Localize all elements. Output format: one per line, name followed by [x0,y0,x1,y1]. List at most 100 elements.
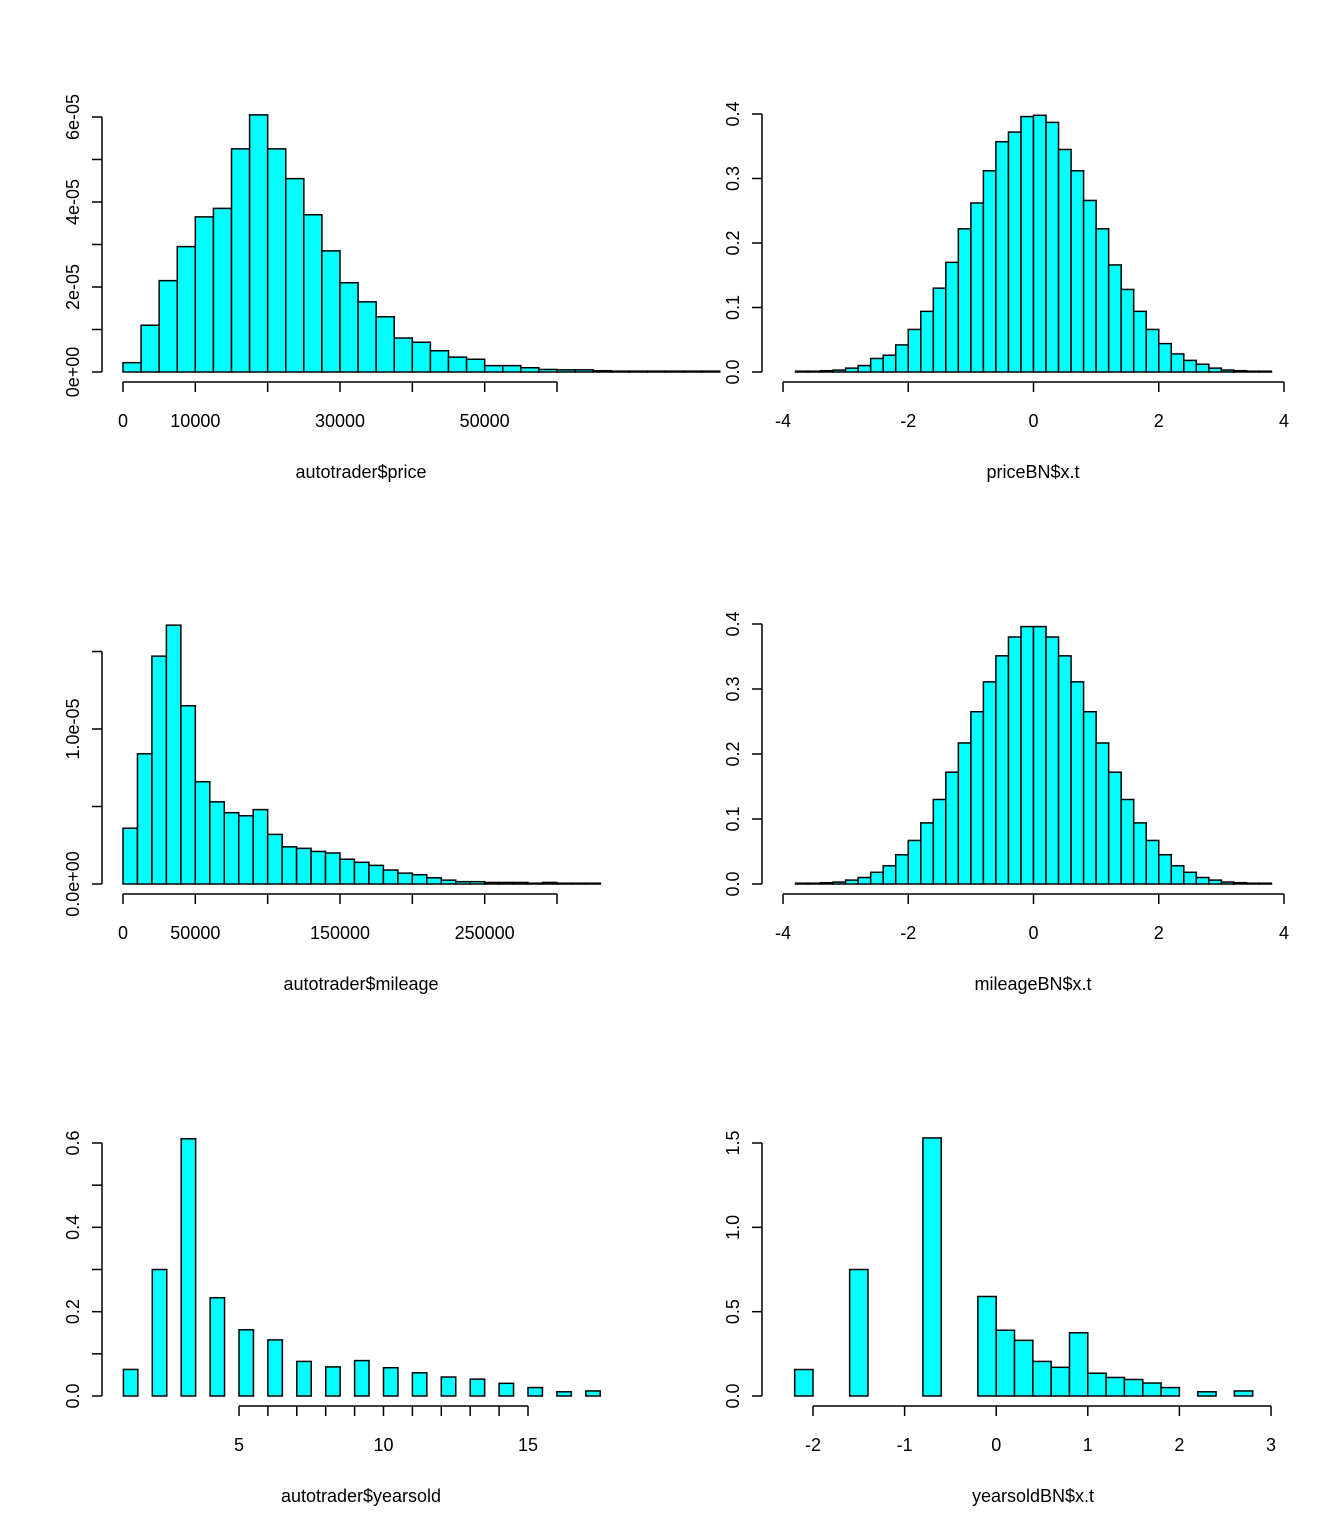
histogram-bar [297,848,311,884]
histogram-bar [921,311,934,372]
histogram-bar [394,338,412,372]
histogram-bar [611,371,629,372]
histogram-bar [485,882,499,884]
histogram-bar [846,880,859,884]
histogram-bar [1121,800,1134,885]
histogram-bar [858,878,871,885]
histogram-bar [354,862,368,884]
histogram-bar [152,656,166,884]
histogram-bar [250,115,268,372]
histogram-bar [369,865,383,884]
x-tick-label: 2 [1154,411,1164,431]
y-tick-label: 0.0 [723,359,743,384]
histogram-bar [571,883,585,884]
histogram-bar [933,800,946,885]
y-tick-label: 2e-05 [63,264,83,310]
histogram-bar [821,883,834,884]
histogram-bar [1059,149,1072,372]
histogram-bar [224,813,238,884]
x-tick-label: 250000 [455,923,515,943]
histogram-bar [449,357,467,372]
histogram-bar [629,371,647,372]
y-tick-label: 0.2 [63,1299,83,1324]
x-tick-label: 0 [118,411,128,431]
x-tick-label: 10000 [170,411,220,431]
histogram-bar [1259,371,1272,372]
histogram-panel-4: -4 -2 0 2 4 mileageBN$x.t 0.0 0.1 0.2 0.3 0.4 [723,611,1289,994]
histogram-bar [1221,882,1234,884]
histogram-bar [1146,840,1159,884]
histogram-bar [470,1379,484,1396]
histogram-bar [871,872,884,884]
histogram-bar [1171,354,1184,372]
y-tick-label: 0e+00 [63,347,83,398]
histogram-bar [1196,878,1209,885]
histogram-bar [514,882,528,884]
histogram-panel-5: 5 10 15 autotrader$yearsold 0.0 0.2 0.4 0.6 [63,1130,600,1506]
histogram-bar [398,873,412,884]
histogram-bar [412,1373,426,1396]
histogram-bar [1069,1333,1087,1396]
x-tick-label: 5 [234,1435,244,1455]
histogram-bar [1084,712,1097,884]
histogram-bar [1134,311,1147,372]
histogram-bar [833,882,846,884]
histogram-bar [1034,627,1047,884]
histogram-bar [1198,1392,1216,1396]
x-axis-title: autotrader$mileage [283,974,438,994]
histogram-bar [1259,883,1272,884]
histogram-bar [666,371,684,372]
y-tick-label: 0.0 [723,871,743,896]
x-axis-title: priceBN$x.t [986,462,1079,482]
histogram-bar [528,1388,542,1396]
y-tick-label: 0.4 [723,611,743,636]
y-tick-label: 0.3 [723,166,743,191]
histogram-bar [499,882,513,884]
histogram-bar [1184,872,1197,884]
histogram-bar [485,366,503,372]
histogram-bar [946,262,959,372]
histogram-bar [412,875,426,884]
y-tick-label: 6e-05 [63,94,83,140]
x-tick-label: -2 [805,1435,821,1455]
histogram-bar [958,743,971,884]
y-tick-label: 4e-05 [63,179,83,225]
x-tick-label: 0 [118,923,128,943]
histogram-bar [441,1377,455,1396]
histogram-bar [137,754,151,884]
histogram-bar [322,251,340,372]
histogram-bar [996,656,1009,884]
histogram-bar [833,370,846,372]
histogram-bar [152,1270,166,1397]
y-tick-label: 0.3 [723,676,743,701]
histogram-bar [1034,115,1047,372]
histogram-bar [858,366,871,372]
x-axis-title: mileageBN$x.t [974,974,1091,994]
histogram-bar [1046,637,1059,884]
histogram-bar [586,1391,600,1396]
histogram-bar [1008,637,1021,884]
histogram-bar [575,370,593,372]
histogram-bar [1109,265,1122,372]
histogram-bar [282,847,296,884]
x-tick-label: 4 [1279,411,1289,431]
histogram-bar [808,883,821,884]
histogram-bar [268,834,282,884]
x-tick-label: 10 [373,1435,393,1455]
histogram-bar [1171,866,1184,884]
histogram-bar [1106,1377,1124,1396]
y-tick-label: 0.4 [723,101,743,126]
histogram-bar [1184,360,1197,372]
histogram-bar [1008,132,1021,372]
histogram-bar [908,329,921,372]
x-tick-label: 15 [518,1435,538,1455]
y-tick-label: 0.0 [63,1383,83,1408]
histogram-bar [521,368,539,372]
y-tick-label: 0.6 [63,1130,83,1155]
histogram-bar [702,371,720,372]
histogram-bar [971,203,984,372]
y-tick-label: 0.4 [63,1215,83,1240]
histogram-bar [210,802,224,884]
histogram-bar [896,345,909,372]
